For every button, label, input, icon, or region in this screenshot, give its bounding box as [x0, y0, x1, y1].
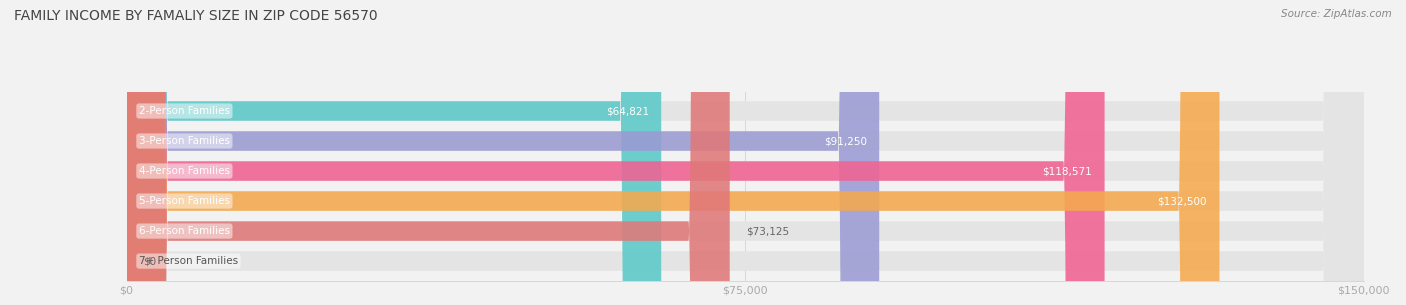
Text: 4-Person Families: 4-Person Families	[139, 166, 231, 176]
Text: $132,500: $132,500	[1157, 196, 1208, 206]
Text: 7+ Person Families: 7+ Person Families	[139, 256, 238, 266]
Text: 3-Person Families: 3-Person Families	[139, 136, 231, 146]
FancyBboxPatch shape	[127, 0, 661, 305]
FancyBboxPatch shape	[127, 0, 1364, 305]
FancyBboxPatch shape	[127, 0, 730, 305]
Text: 2-Person Families: 2-Person Families	[139, 106, 231, 116]
Text: $91,250: $91,250	[824, 136, 868, 146]
Text: 6-Person Families: 6-Person Families	[139, 226, 231, 236]
FancyBboxPatch shape	[127, 0, 1364, 305]
Text: $0: $0	[143, 256, 156, 266]
Text: 5-Person Families: 5-Person Families	[139, 196, 231, 206]
FancyBboxPatch shape	[127, 0, 1364, 305]
FancyBboxPatch shape	[127, 0, 1364, 305]
Text: $73,125: $73,125	[747, 226, 789, 236]
Text: $64,821: $64,821	[606, 106, 648, 116]
Text: $118,571: $118,571	[1042, 166, 1092, 176]
FancyBboxPatch shape	[127, 0, 879, 305]
FancyBboxPatch shape	[127, 0, 1105, 305]
Text: Source: ZipAtlas.com: Source: ZipAtlas.com	[1281, 9, 1392, 19]
Text: FAMILY INCOME BY FAMALIY SIZE IN ZIP CODE 56570: FAMILY INCOME BY FAMALIY SIZE IN ZIP COD…	[14, 9, 378, 23]
FancyBboxPatch shape	[127, 0, 1364, 305]
FancyBboxPatch shape	[127, 0, 1219, 305]
FancyBboxPatch shape	[127, 0, 1364, 305]
